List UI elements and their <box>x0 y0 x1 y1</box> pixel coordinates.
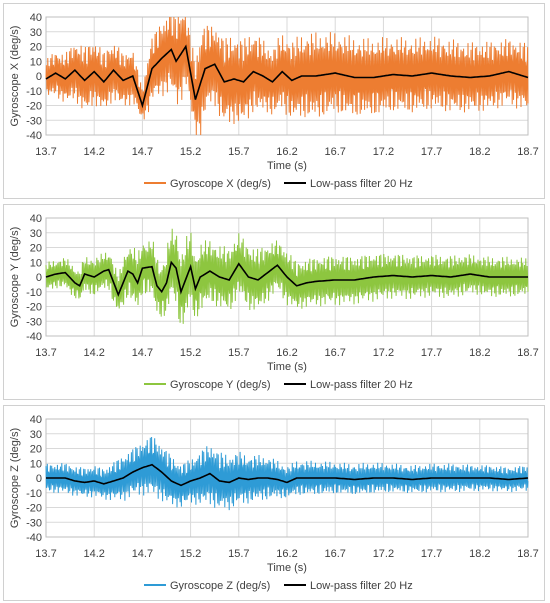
y-tick-label: 20 <box>30 243 42 255</box>
gyroscope-x-chart: 40 30 20 10 0 -10 -20 -30 -40 13.7 14.2 14.7 15.2 15.… <box>9 12 539 190</box>
gyroscope-z-chart: 40 30 20 10 0 -10 -20 -30 -40 13.7 14.2 14.7 15.2 15.… <box>9 414 539 592</box>
x-tick-label: 14.2 <box>83 347 104 359</box>
y-tick-label: 40 <box>30 213 42 225</box>
y-tick-label: -10 <box>26 86 42 98</box>
x-tick-label: 15.2 <box>180 347 201 359</box>
x-tick-label: 18.2 <box>469 347 490 359</box>
x-tick-label: 16.2 <box>276 146 297 158</box>
x-tick-label: 16.7 <box>324 146 345 158</box>
y-tick-label: -40 <box>26 532 42 544</box>
y-tick-label: -20 <box>26 101 42 113</box>
y-tick-label: 20 <box>30 42 42 54</box>
gyroscope-z-chart-panel: 40 30 20 10 0 -10 -20 -30 -40 13.7 14.2 14.7 15.2 15.… <box>3 405 545 601</box>
x-tick-label: 13.7 <box>35 347 56 359</box>
x-tick-label: 17.2 <box>373 548 394 560</box>
x-tick-label: 14.7 <box>132 146 153 158</box>
x-tick-label: 13.7 <box>35 146 56 158</box>
x-tick-label: 16.2 <box>276 548 297 560</box>
x-tick-label: 15.7 <box>228 347 249 359</box>
x-tick-label: 14.7 <box>132 548 153 560</box>
x-tick-label: 16.7 <box>324 347 345 359</box>
x-tick-label: 13.7 <box>35 548 56 560</box>
y-axis-title: Gyroscope Y (deg/s) <box>9 227 21 327</box>
y-tick-label: -40 <box>26 130 42 142</box>
legend-label-raw: Gyroscope X (deg/s) <box>170 178 271 190</box>
x-tick-label: 18.7 <box>517 347 538 359</box>
x-tick-label: 17.7 <box>421 548 442 560</box>
chart2-lowpass-line <box>46 463 529 487</box>
y-tick-label: 30 <box>30 228 42 240</box>
legend-label-raw: Gyroscope Y (deg/s) <box>170 379 270 391</box>
y-tick-label: -20 <box>26 302 42 314</box>
x-tick-label: 15.7 <box>228 146 249 158</box>
x-tick-label: 16.2 <box>276 347 297 359</box>
x-tick-label: 18.7 <box>517 146 538 158</box>
y-tick-label: -30 <box>26 517 42 529</box>
x-tick-label: 17.7 <box>421 347 442 359</box>
legend-label-lowpass: Low-pass filter 20 Hz <box>310 178 413 190</box>
x-tick-label: 17.2 <box>373 146 394 158</box>
y-tick-label: -10 <box>26 287 42 299</box>
y-tick-label: 0 <box>36 71 42 83</box>
y-tick-label: -40 <box>26 331 42 343</box>
y-tick-label: 20 <box>30 444 42 456</box>
y-tick-label: 10 <box>30 56 42 68</box>
y-tick-label: -20 <box>26 503 42 515</box>
x-tick-label: 17.7 <box>421 146 442 158</box>
y-tick-label: 40 <box>30 414 42 426</box>
x-tick-label: 14.2 <box>83 548 104 560</box>
chart0-raw-signal-line <box>45 16 529 136</box>
x-tick-label: 15.7 <box>228 548 249 560</box>
y-tick-label: 40 <box>30 12 42 24</box>
y-tick-label: -30 <box>26 316 42 328</box>
x-axis-title: Time (s) <box>267 562 307 574</box>
chart1-lowpass-line <box>45 260 528 297</box>
y-tick-label: -10 <box>26 488 42 500</box>
y-tick-label: 0 <box>36 272 42 284</box>
gyroscope-x-chart-panel: 40 30 20 10 0 -10 -20 -30 -40 13.7 14.2 14.7 15.2 15.… <box>3 3 545 199</box>
y-tick-label: 10 <box>30 257 42 269</box>
y-axis-title: Gyroscope Z (deg/s) <box>9 428 21 528</box>
y-tick-label: 30 <box>30 429 42 441</box>
y-tick-label: -30 <box>26 115 42 127</box>
y-tick-label: 10 <box>30 458 42 470</box>
chart2-raw-signal-line <box>45 436 529 511</box>
y-axis-title: Gyroscope X (deg/s) <box>9 26 21 127</box>
chart1-raw-signal-line <box>45 228 529 324</box>
x-tick-label: 18.7 <box>517 548 538 560</box>
legend-label-lowpass: Low-pass filter 20 Hz <box>310 379 413 391</box>
x-tick-label: 14.2 <box>83 146 104 158</box>
x-tick-label: 18.2 <box>469 548 490 560</box>
x-tick-label: 17.2 <box>373 347 394 359</box>
gyroscope-y-chart: 40 30 20 10 0 -10 -20 -30 -40 13.7 14.2 14.7 15.2 15.… <box>9 213 539 391</box>
x-axis-title: Time (s) <box>267 361 307 373</box>
x-tick-label: 15.2 <box>180 146 201 158</box>
x-tick-label: 18.2 <box>469 146 490 158</box>
legend-label-lowpass: Low-pass filter 20 Hz <box>310 580 413 592</box>
x-axis-title: Time (s) <box>267 160 307 172</box>
x-tick-label: 15.2 <box>180 548 201 560</box>
y-tick-label: 0 <box>36 473 42 485</box>
gyroscope-y-chart-panel: 40 30 20 10 0 -10 -20 -30 -40 13.7 14.2 14.7 15.2 15.… <box>3 204 545 400</box>
x-tick-label: 16.7 <box>324 548 345 560</box>
y-tick-label: 30 <box>30 27 42 39</box>
legend-label-raw: Gyroscope Z (deg/s) <box>170 580 270 592</box>
x-tick-label: 14.7 <box>132 347 153 359</box>
chart0-lowpass-line <box>45 44 529 109</box>
